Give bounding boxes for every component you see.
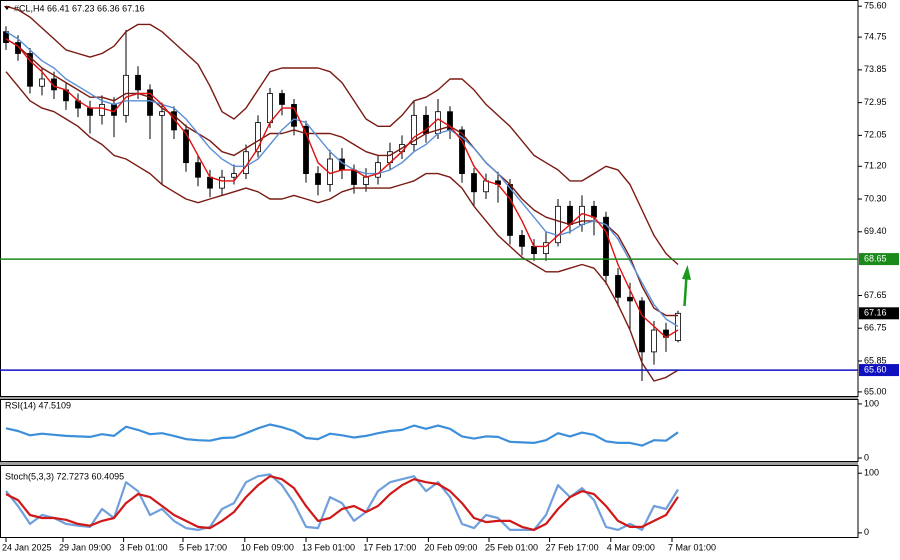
y-tick-label: 70.30 — [864, 193, 887, 203]
candle-body — [171, 111, 177, 131]
price-pane — [0, 0, 859, 397]
last-price-label: 67.16 — [864, 308, 887, 318]
x-tick-label: 13 Feb 01:00 — [302, 542, 355, 552]
candle-body — [267, 93, 273, 124]
candle-body — [99, 104, 105, 116]
indicator-line — [5, 423, 679, 447]
candle-body — [195, 162, 201, 178]
candle-body — [159, 111, 165, 116]
y-tick-label: 67.65 — [864, 290, 887, 300]
candle-body — [363, 176, 369, 185]
pane-separator — [0, 462, 858, 465]
candle-body — [375, 162, 381, 178]
candle-body — [675, 312, 681, 341]
candle-body — [543, 242, 549, 255]
indicator-line — [5, 38, 679, 338]
x-tick-label: 4 Mar 09:00 — [607, 542, 655, 552]
candle-body — [639, 300, 645, 353]
y-tick-label: 69.40 — [864, 226, 887, 236]
candle-body — [291, 104, 297, 127]
pane-title: RSI(14) 47.5109 — [5, 400, 71, 410]
candle-body — [567, 205, 573, 225]
candle-body — [135, 74, 141, 91]
pane-separator — [0, 397, 858, 399]
x-tick-label: 7 Mar 01:00 — [668, 542, 716, 552]
candle-body — [351, 169, 357, 185]
candle-body — [315, 173, 321, 185]
candle-body — [483, 180, 489, 193]
x-tick-label: 5 Feb 17:00 — [179, 542, 227, 552]
candle-body — [183, 129, 189, 164]
candle-body — [627, 296, 633, 302]
candle-body — [615, 275, 621, 298]
candle-body — [603, 216, 609, 276]
candle-body — [279, 93, 285, 105]
y-tick-label: 66.75 — [864, 323, 887, 333]
stoch-pane — [0, 465, 859, 538]
candle-body — [651, 329, 657, 353]
candle-body — [555, 205, 561, 244]
candle-body — [471, 173, 477, 193]
y-tick-label: 73.85 — [864, 64, 887, 74]
candle-body — [519, 235, 525, 247]
pane-title: #CL,H4 66.41 67.23 66.36 67.16 — [14, 3, 145, 13]
candle-body — [231, 173, 237, 178]
candle-body — [507, 184, 513, 236]
x-tick-label: 25 Feb 01:00 — [485, 542, 538, 552]
y-tick-label: 71.20 — [864, 161, 887, 171]
pane-title: Stoch(5,3,3) 72.7273 60.4095 — [5, 471, 124, 481]
y-tick-label: 0 — [864, 452, 869, 462]
candle-body — [219, 176, 225, 189]
candle-body — [27, 53, 33, 87]
candle-body — [459, 129, 465, 174]
candle-body — [531, 245, 537, 255]
candle-body — [51, 78, 57, 91]
level-label-box — [859, 253, 899, 266]
y-tick-label: 65.00 — [864, 386, 887, 396]
candle-body — [87, 107, 93, 116]
x-tick-label: 20 Feb 09:00 — [424, 542, 477, 552]
y-tick-label: 72.95 — [864, 97, 887, 107]
x-tick-label: 29 Jan 09:00 — [59, 542, 111, 552]
x-tick-label: 3 Feb 01:00 — [120, 542, 168, 552]
indicator-line — [5, 38, 678, 317]
level-label: 65.60 — [864, 364, 887, 374]
x-tick-label: 24 Jan 2025 — [2, 542, 52, 552]
up-arrow — [683, 275, 688, 307]
up-arrow-head — [682, 265, 691, 280]
x-tick-label: 10 Feb 09:00 — [241, 542, 294, 552]
candle-body — [303, 125, 309, 174]
indicator-line — [5, 5, 679, 266]
indicator-line — [5, 475, 679, 531]
y-tick-label: 100 — [864, 468, 879, 478]
rsi-pane — [0, 399, 859, 462]
candle-body — [591, 205, 597, 218]
y-tick-label: 100 — [864, 398, 879, 408]
candle-body — [3, 31, 9, 43]
candle-body — [39, 78, 45, 87]
y-tick-label: 65.85 — [864, 355, 887, 365]
x-tick-label: 17 Feb 17:00 — [363, 542, 416, 552]
level-label: 68.65 — [864, 253, 887, 263]
candle-body — [207, 176, 213, 189]
y-tick-label: 75.60 — [864, 1, 887, 11]
candle-body — [255, 122, 261, 153]
x-tick-label: 27 Feb 17:00 — [546, 542, 599, 552]
candle-body — [411, 114, 417, 145]
y-tick-label: 74.75 — [864, 31, 887, 41]
indicator-line — [5, 473, 679, 531]
y-tick-label: 72.05 — [864, 130, 887, 140]
candle-body — [147, 89, 153, 116]
last-price-box — [859, 307, 899, 320]
indicator-line — [5, 31, 679, 327]
y-tick-label: 0 — [864, 527, 869, 537]
indicator-line — [5, 71, 679, 382]
level-label-box — [859, 364, 899, 377]
